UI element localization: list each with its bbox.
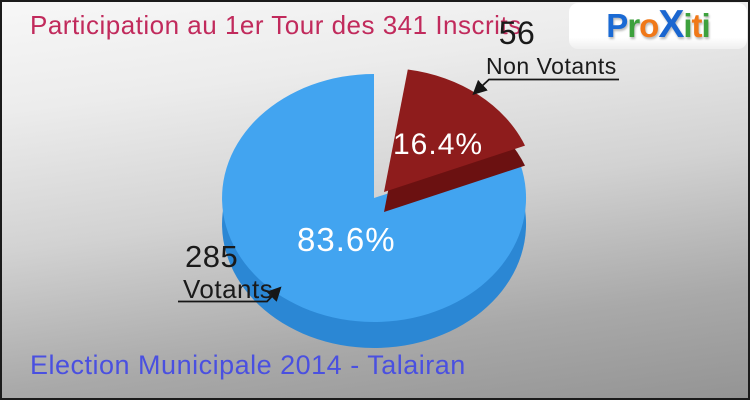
logo-letter: o [639,7,659,44]
votants-callout-line [178,286,282,303]
non-votants-label: Non Votants [486,53,617,79]
non-votants-percent-label: 16.4% [393,128,484,161]
votants-count: 285 [185,239,239,274]
page-title: Participation au 1er Tour des 341 Inscri… [30,10,522,40]
non-votants-count: 56 [498,15,536,51]
logo-letter: t [691,7,703,44]
logo-letter: i [701,7,711,44]
non-votants-callout-line [472,78,619,95]
votants-label: Votants [183,274,274,304]
proxiti-logo[interactable]: ProXiti [569,3,747,49]
votants-percent-label: 83.6% [297,221,396,258]
logo-letter: r [627,7,640,44]
logo-letter: P [606,7,628,44]
pie-slice-votants[interactable] [222,74,527,322]
pie-slice-non-votants[interactable] [384,69,525,193]
logo-letter: i [683,7,692,44]
proxiti-logo-word: ProXiti [606,5,711,45]
logo-letter: X [658,3,684,46]
election-subtitle: Election Municipale 2014 - Talairan [30,350,466,380]
